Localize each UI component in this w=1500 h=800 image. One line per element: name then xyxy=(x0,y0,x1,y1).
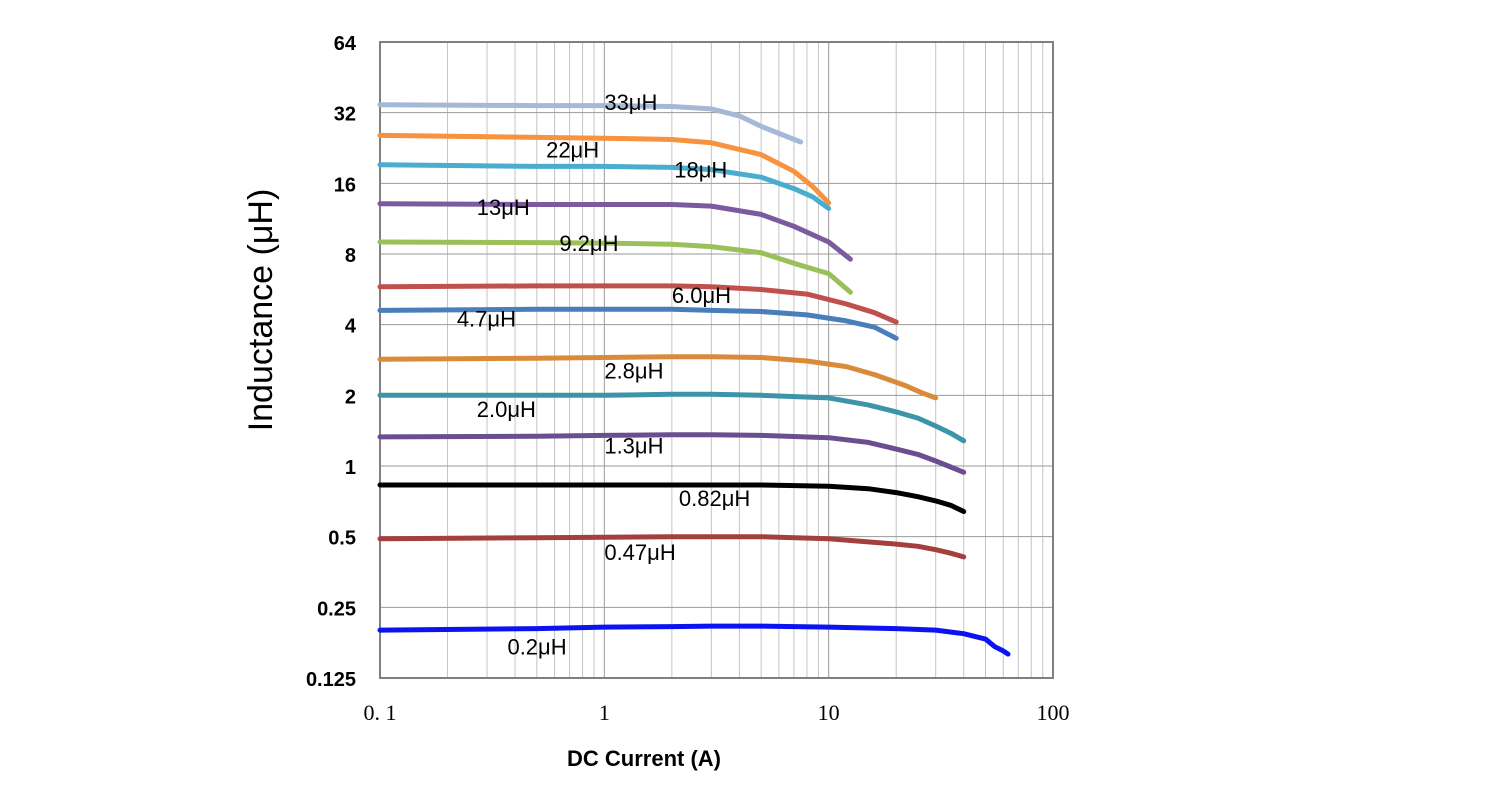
series-label: 2.0μH xyxy=(477,397,536,422)
x-tick-label: 10 xyxy=(818,700,840,725)
y-tick-label: 1 xyxy=(345,457,356,479)
x-axis-label: DC Current (A) xyxy=(567,746,721,771)
y-tick-label: 16 xyxy=(334,174,356,196)
series-label: 18μH xyxy=(674,158,727,183)
series-line xyxy=(377,623,1011,657)
series-line xyxy=(377,102,804,145)
series-label: 2.8μH xyxy=(604,359,663,384)
series-label: 1.3μH xyxy=(604,434,663,459)
series-label: 0.2μH xyxy=(507,635,566,660)
series-line xyxy=(377,306,899,341)
series-label: 33μH xyxy=(604,90,657,115)
y-tick-label: 8 xyxy=(345,245,356,267)
series-line xyxy=(377,482,967,514)
series-label: 9.2μH xyxy=(559,231,618,256)
series-label: 0.47μH xyxy=(604,540,675,565)
x-axis-ticks: 0. 1 1 10 100 xyxy=(364,700,1070,725)
y-tick-label: 2 xyxy=(345,386,356,408)
series-line xyxy=(377,201,853,262)
series-label: 0.82μH xyxy=(679,486,750,511)
y-tick-label: 64 xyxy=(334,33,357,55)
y-tick-label: 0.5 xyxy=(328,528,356,550)
series-label: 22μH xyxy=(546,137,599,162)
x-tick-label: 0. 1 xyxy=(364,700,397,725)
y-tick-label: 0.125 xyxy=(306,669,356,691)
series-line xyxy=(377,132,832,206)
series-line xyxy=(377,283,899,325)
x-tick-label: 100 xyxy=(1037,700,1070,725)
series-line xyxy=(377,239,853,295)
series-label: 13μH xyxy=(477,195,530,220)
series-line xyxy=(377,534,967,560)
series-line xyxy=(377,162,832,211)
x-tick-label: 1 xyxy=(599,700,610,725)
series-line xyxy=(377,354,939,401)
y-axis-label: Inductance (μH) xyxy=(242,189,280,432)
y-axis-ticks: 0.125 0.25 0.5 1 2 4 8 16 32 64 xyxy=(306,33,357,691)
y-tick-label: 0.25 xyxy=(317,598,356,620)
series-group xyxy=(377,102,1011,657)
series-line xyxy=(377,391,967,444)
y-tick-label: 4 xyxy=(345,316,357,338)
series-label: 6.0μH xyxy=(672,283,731,308)
y-tick-label: 32 xyxy=(334,104,356,126)
series-label: 4.7μH xyxy=(457,306,516,331)
series-line xyxy=(377,432,967,475)
